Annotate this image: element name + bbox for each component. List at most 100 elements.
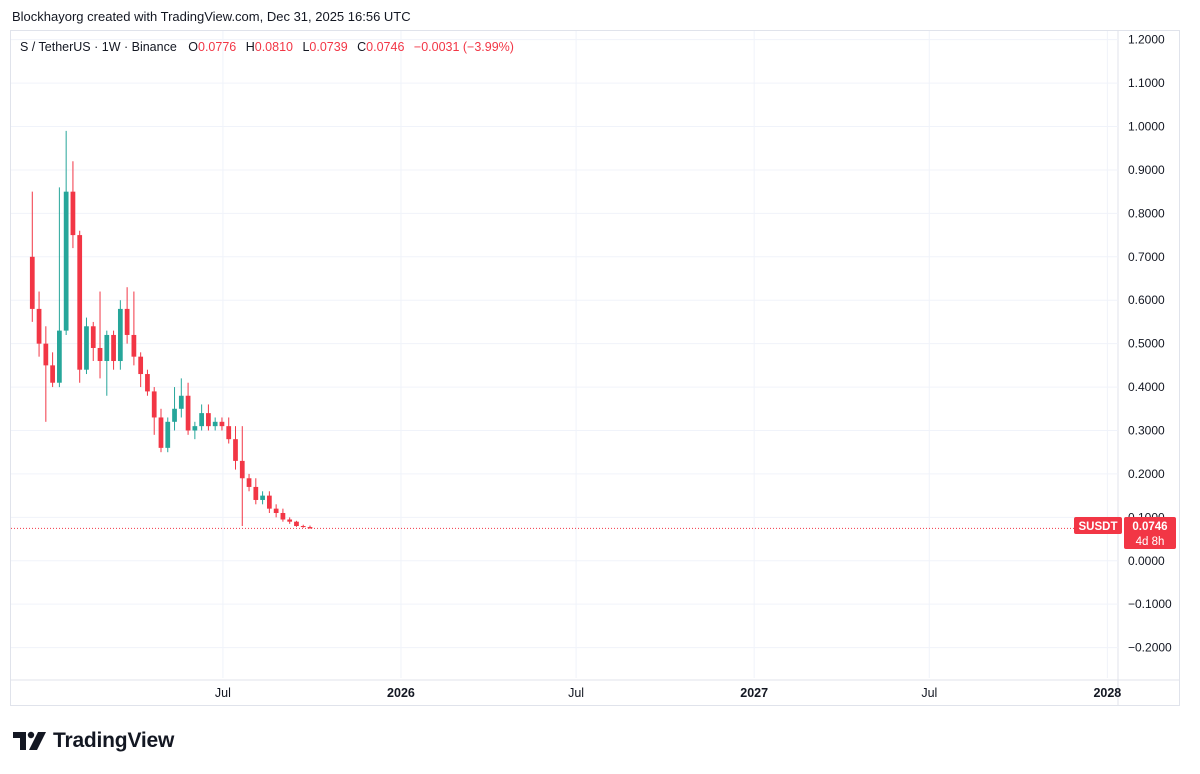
candle[interactable] [90,321,96,362]
candle[interactable] [84,317,89,375]
candle[interactable] [50,352,55,388]
candle[interactable] [273,504,279,518]
time-tick-label: 2028 [1093,686,1121,700]
chart-frame[interactable] [10,30,1180,706]
candle-body [145,374,150,392]
candle[interactable] [111,330,116,370]
close-value: 0.0746 [366,40,405,54]
candle-body [158,417,164,448]
grid-lines [11,31,1179,705]
candle[interactable] [57,187,62,388]
candle-body [178,395,184,409]
candle[interactable] [77,230,83,383]
price-tag-bg [1124,517,1176,549]
tradingview-logo-icon [13,731,46,750]
price-tick-label: 0.3000 [1128,423,1165,437]
price-tick-label: 1.1000 [1128,76,1165,90]
low-label: L [302,40,310,54]
price-tick-label: 0.6000 [1128,293,1165,307]
candle[interactable] [199,404,204,431]
candle-body [280,512,286,520]
candle-body [90,326,96,348]
candle[interactable] [63,130,69,335]
candle-body [219,421,225,427]
candle[interactable] [70,161,76,249]
candle[interactable] [124,287,130,344]
candle-body [294,521,299,527]
candle[interactable] [266,491,272,513]
price-tick-label: 0.5000 [1128,337,1165,351]
candle-body [273,508,279,513]
candle-body [246,478,252,487]
candle[interactable] [131,291,137,366]
candle[interactable] [206,404,211,431]
candle[interactable] [300,524,306,528]
candle-body [206,413,211,427]
price-tick-label: 1.0000 [1128,120,1165,134]
candle[interactable] [185,382,191,435]
candle[interactable] [165,417,171,453]
candle[interactable] [178,378,184,418]
tradingview-logo[interactable]: TradingView [13,729,174,753]
candle[interactable] [226,417,232,444]
price-tag-value: 0.0746 [1132,521,1167,533]
price-tag: SUSDT 0.0746 4d 8h [1074,517,1176,549]
candle-body [300,526,306,528]
candle[interactable] [172,387,177,431]
candle[interactable] [212,417,218,431]
candle[interactable] [287,517,293,524]
candle[interactable] [151,387,157,435]
candle[interactable] [246,473,252,492]
attribution-text: Blockhayorg created with TradingView.com… [12,9,411,24]
time-tick-label: Jul [568,686,584,700]
price-tick-label: 0.8000 [1128,206,1165,220]
candle[interactable] [260,491,265,505]
symbol-legend: S / TetherUS · 1W · Binance O0.0776 H0.0… [20,40,514,54]
time-tick-label: 2026 [387,686,415,700]
ticker-tag-text: SUSDT [1079,521,1118,533]
candle-body [287,519,293,522]
candle[interactable] [233,426,238,470]
candle[interactable] [97,291,103,379]
candle[interactable] [117,300,123,370]
candle[interactable] [158,408,164,453]
change-value: −0.0031 (−3.99%) [413,40,514,54]
candle[interactable] [104,330,110,396]
ticker-tag-bg [1074,517,1122,534]
candle-body [226,426,232,440]
candle[interactable] [294,520,299,527]
candle[interactable] [239,426,245,527]
price-tick-label: 1.2000 [1128,33,1165,47]
candle[interactable] [138,352,144,388]
candle-body [266,495,272,509]
candle[interactable] [219,417,225,431]
candle-body [50,365,55,383]
candle[interactable] [280,508,286,522]
candle[interactable] [36,291,42,357]
price-tick-label: 0.4000 [1128,380,1165,394]
candle-body [151,391,157,418]
candle-body [29,256,35,309]
price-tick-label: 0.9000 [1128,163,1165,177]
low-value: 0.0739 [309,40,348,54]
candle-body [77,235,83,370]
candle-body [253,486,259,500]
candle[interactable] [307,525,313,529]
candle-body [117,308,123,362]
price-tick-label: 0.0000 [1128,554,1165,568]
candle-body [138,356,144,375]
candle-body [165,421,171,448]
candle[interactable] [43,326,49,422]
candle-body [260,495,265,500]
candle-body [43,343,49,366]
candle-body [63,191,69,331]
symbol-label: S / TetherUS · 1W · Binance [20,40,177,54]
candle[interactable] [29,191,35,322]
candle[interactable] [145,369,150,396]
high-value: 0.0810 [254,40,293,54]
countdown-text: 4d 8h [1136,536,1165,548]
candle[interactable] [253,478,259,505]
candle[interactable] [192,421,198,440]
candle-body [185,395,191,431]
